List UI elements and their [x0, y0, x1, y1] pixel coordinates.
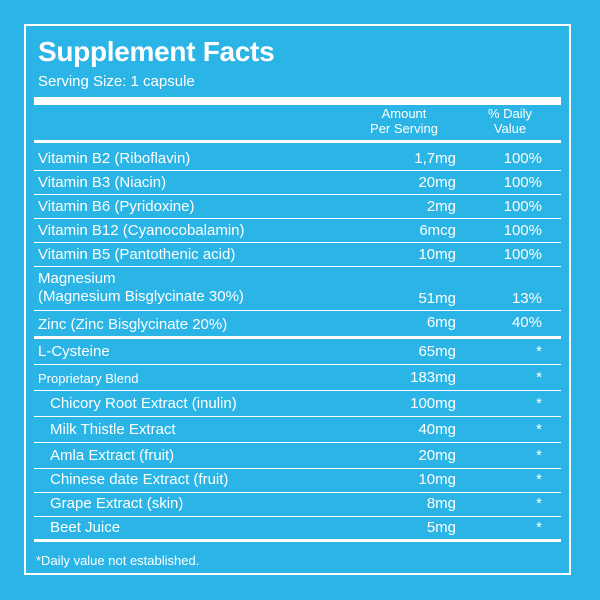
row-divider: [34, 194, 561, 195]
chinese-date-amount: 10mg: [418, 471, 456, 488]
l-cysteine-amount: 65mg: [418, 343, 456, 360]
bottom-divider: [34, 539, 561, 542]
beet-juice-amount: 5mg: [426, 519, 456, 536]
proprietary-blend-dv: *: [536, 369, 542, 386]
chicory-root-amount: 100mg: [410, 395, 456, 412]
zinc-amount: 6mg: [426, 314, 456, 331]
vitamin-b12-amount: 6mcg: [419, 222, 456, 239]
row-divider: [34, 492, 561, 493]
daily-value-footnote: *Daily value not established.: [36, 553, 200, 568]
vitamin-b2-amount: 1,7mg: [414, 150, 456, 167]
serving-size: Serving Size: 1 capsule: [38, 73, 195, 90]
vitamin-b2-dv: 100%: [503, 150, 542, 167]
vitamin-b3-name: Vitamin B3 (Niacin): [38, 174, 167, 191]
row-divider: [34, 364, 561, 365]
panel-title: Supplement Facts: [38, 36, 275, 67]
vitamin-b5-amount: 10mg: [418, 246, 456, 263]
vitamin-b6-name: Vitamin B6 (Pyridoxine): [38, 198, 195, 215]
grape-extract-name: Grape Extract (skin): [50, 495, 184, 512]
amla-extract-name: Amla Extract (fruit): [50, 447, 175, 464]
row-divider: [34, 170, 561, 171]
milk-thistle-dv: *: [536, 421, 542, 438]
grape-extract-amount: 8mg: [426, 495, 456, 512]
row-divider: [34, 218, 561, 219]
amount-per-serving-header: Amount Per Serving: [370, 106, 438, 136]
supplement-facts-panel: Supplement Facts Serving Size: 1 capsule…: [24, 24, 571, 575]
vitamin-b5-name: Vitamin B5 (Pantothenic acid): [38, 246, 236, 263]
amla-extract-dv: *: [536, 447, 542, 464]
beet-juice-name: Beet Juice: [50, 519, 121, 536]
chinese-date-name: Chinese date Extract (fruit): [50, 471, 229, 488]
row-divider: [34, 310, 561, 311]
milk-thistle-amount: 40mg: [418, 421, 456, 438]
l-cysteine-name: L-Cysteine: [38, 343, 110, 360]
thick-divider-top: [34, 97, 561, 105]
chinese-date-dv: *: [536, 471, 542, 488]
section-divider: [34, 336, 561, 339]
milk-thistle-name: Milk Thistle Extract: [50, 421, 176, 438]
l-cysteine-dv: *: [536, 343, 542, 360]
vitamin-b3-amount: 20mg: [418, 174, 456, 191]
magnesium-name: Magnesium (Magnesium Bisglycinate 30%): [38, 270, 244, 305]
vitamin-b5-dv: 100%: [503, 246, 542, 263]
vitamin-b3-dv: 100%: [503, 174, 542, 191]
magnesium-amount: 51mg: [418, 290, 456, 307]
grape-extract-dv: *: [536, 495, 542, 512]
daily-value-header: % Daily Value: [487, 106, 533, 136]
vitamin-b6-amount: 2mg: [426, 198, 456, 215]
proprietary-blend-name: Proprietary Blend: [38, 371, 139, 386]
zinc-name: Zinc (Zinc Bisglycinate 20%): [38, 316, 228, 333]
beet-juice-dv: *: [536, 519, 542, 536]
vitamin-b12-dv: 100%: [503, 222, 542, 239]
row-divider: [34, 516, 561, 517]
magnesium-dv: 13%: [511, 290, 542, 307]
row-divider: [34, 468, 561, 469]
vitamin-b12-name: Vitamin B12 (Cyanocobalamin): [38, 222, 245, 239]
vitamin-b6-dv: 100%: [503, 198, 542, 215]
chicory-root-name: Chicory Root Extract (inulin): [50, 395, 237, 412]
chicory-root-dv: *: [536, 395, 542, 412]
row-divider: [34, 390, 561, 391]
proprietary-blend-amount: 183mg: [410, 369, 456, 386]
header-divider: [34, 140, 561, 143]
vitamin-b2-name: Vitamin B2 (Riboflavin): [38, 150, 191, 167]
zinc-dv: 40%: [511, 314, 542, 331]
amla-extract-amount: 20mg: [418, 447, 456, 464]
row-divider: [34, 416, 561, 417]
row-divider: [34, 442, 561, 443]
row-divider: [34, 242, 561, 243]
row-divider: [34, 266, 561, 267]
